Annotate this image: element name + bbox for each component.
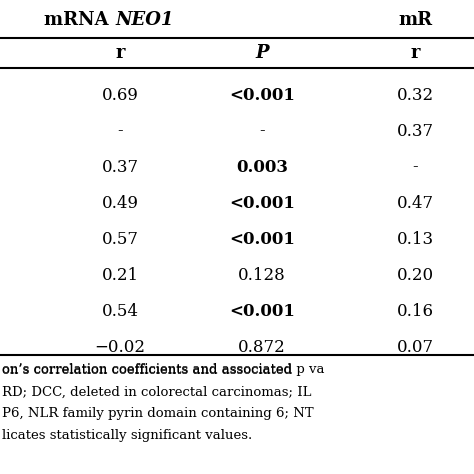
Text: 0.128: 0.128 [238, 266, 286, 283]
Text: P6, NLR family pyrin domain containing 6; NT: P6, NLR family pyrin domain containing 6… [2, 408, 314, 420]
Text: 0.20: 0.20 [396, 266, 434, 283]
Text: NEO1: NEO1 [115, 11, 173, 29]
Text: <0.001: <0.001 [229, 194, 295, 211]
Text: RD; DCC, deleted in colorectal carcinomas; IL: RD; DCC, deleted in colorectal carcinoma… [2, 385, 311, 399]
Text: -: - [117, 122, 123, 139]
Text: 0.57: 0.57 [101, 230, 138, 247]
Text: -: - [412, 158, 418, 175]
Text: mR: mR [398, 11, 432, 29]
Text: 0.21: 0.21 [101, 266, 138, 283]
Text: 0.07: 0.07 [396, 338, 434, 356]
Text: <0.001: <0.001 [229, 302, 295, 319]
Text: licates statistically significant values.: licates statistically significant values… [2, 429, 252, 443]
Text: P: P [255, 44, 269, 62]
Text: on’s correlation coefficients and associated: on’s correlation coefficients and associ… [2, 364, 296, 376]
Text: 0.47: 0.47 [396, 194, 434, 211]
Text: 0.37: 0.37 [101, 158, 138, 175]
Text: r: r [115, 44, 125, 62]
Text: 0.54: 0.54 [101, 302, 138, 319]
Text: -: - [259, 122, 265, 139]
Text: 0.69: 0.69 [101, 86, 138, 103]
Text: −0.02: −0.02 [94, 338, 146, 356]
Text: 0.37: 0.37 [396, 122, 434, 139]
Text: on’s correlation coefficients and associated  p  va: on’s correlation coefficients and associ… [2, 364, 333, 376]
Text: 0.32: 0.32 [396, 86, 434, 103]
Text: <0.001: <0.001 [229, 230, 295, 247]
Text: mRNA: mRNA [44, 11, 115, 29]
Text: 0.16: 0.16 [396, 302, 434, 319]
Text: r: r [410, 44, 420, 62]
Text: 0.49: 0.49 [101, 194, 138, 211]
Text: on’s correlation coefficients and associated p va: on’s correlation coefficients and associ… [2, 364, 325, 376]
Text: 0.13: 0.13 [396, 230, 434, 247]
Text: 0.872: 0.872 [238, 338, 286, 356]
Text: <0.001: <0.001 [229, 86, 295, 103]
Text: 0.003: 0.003 [236, 158, 288, 175]
